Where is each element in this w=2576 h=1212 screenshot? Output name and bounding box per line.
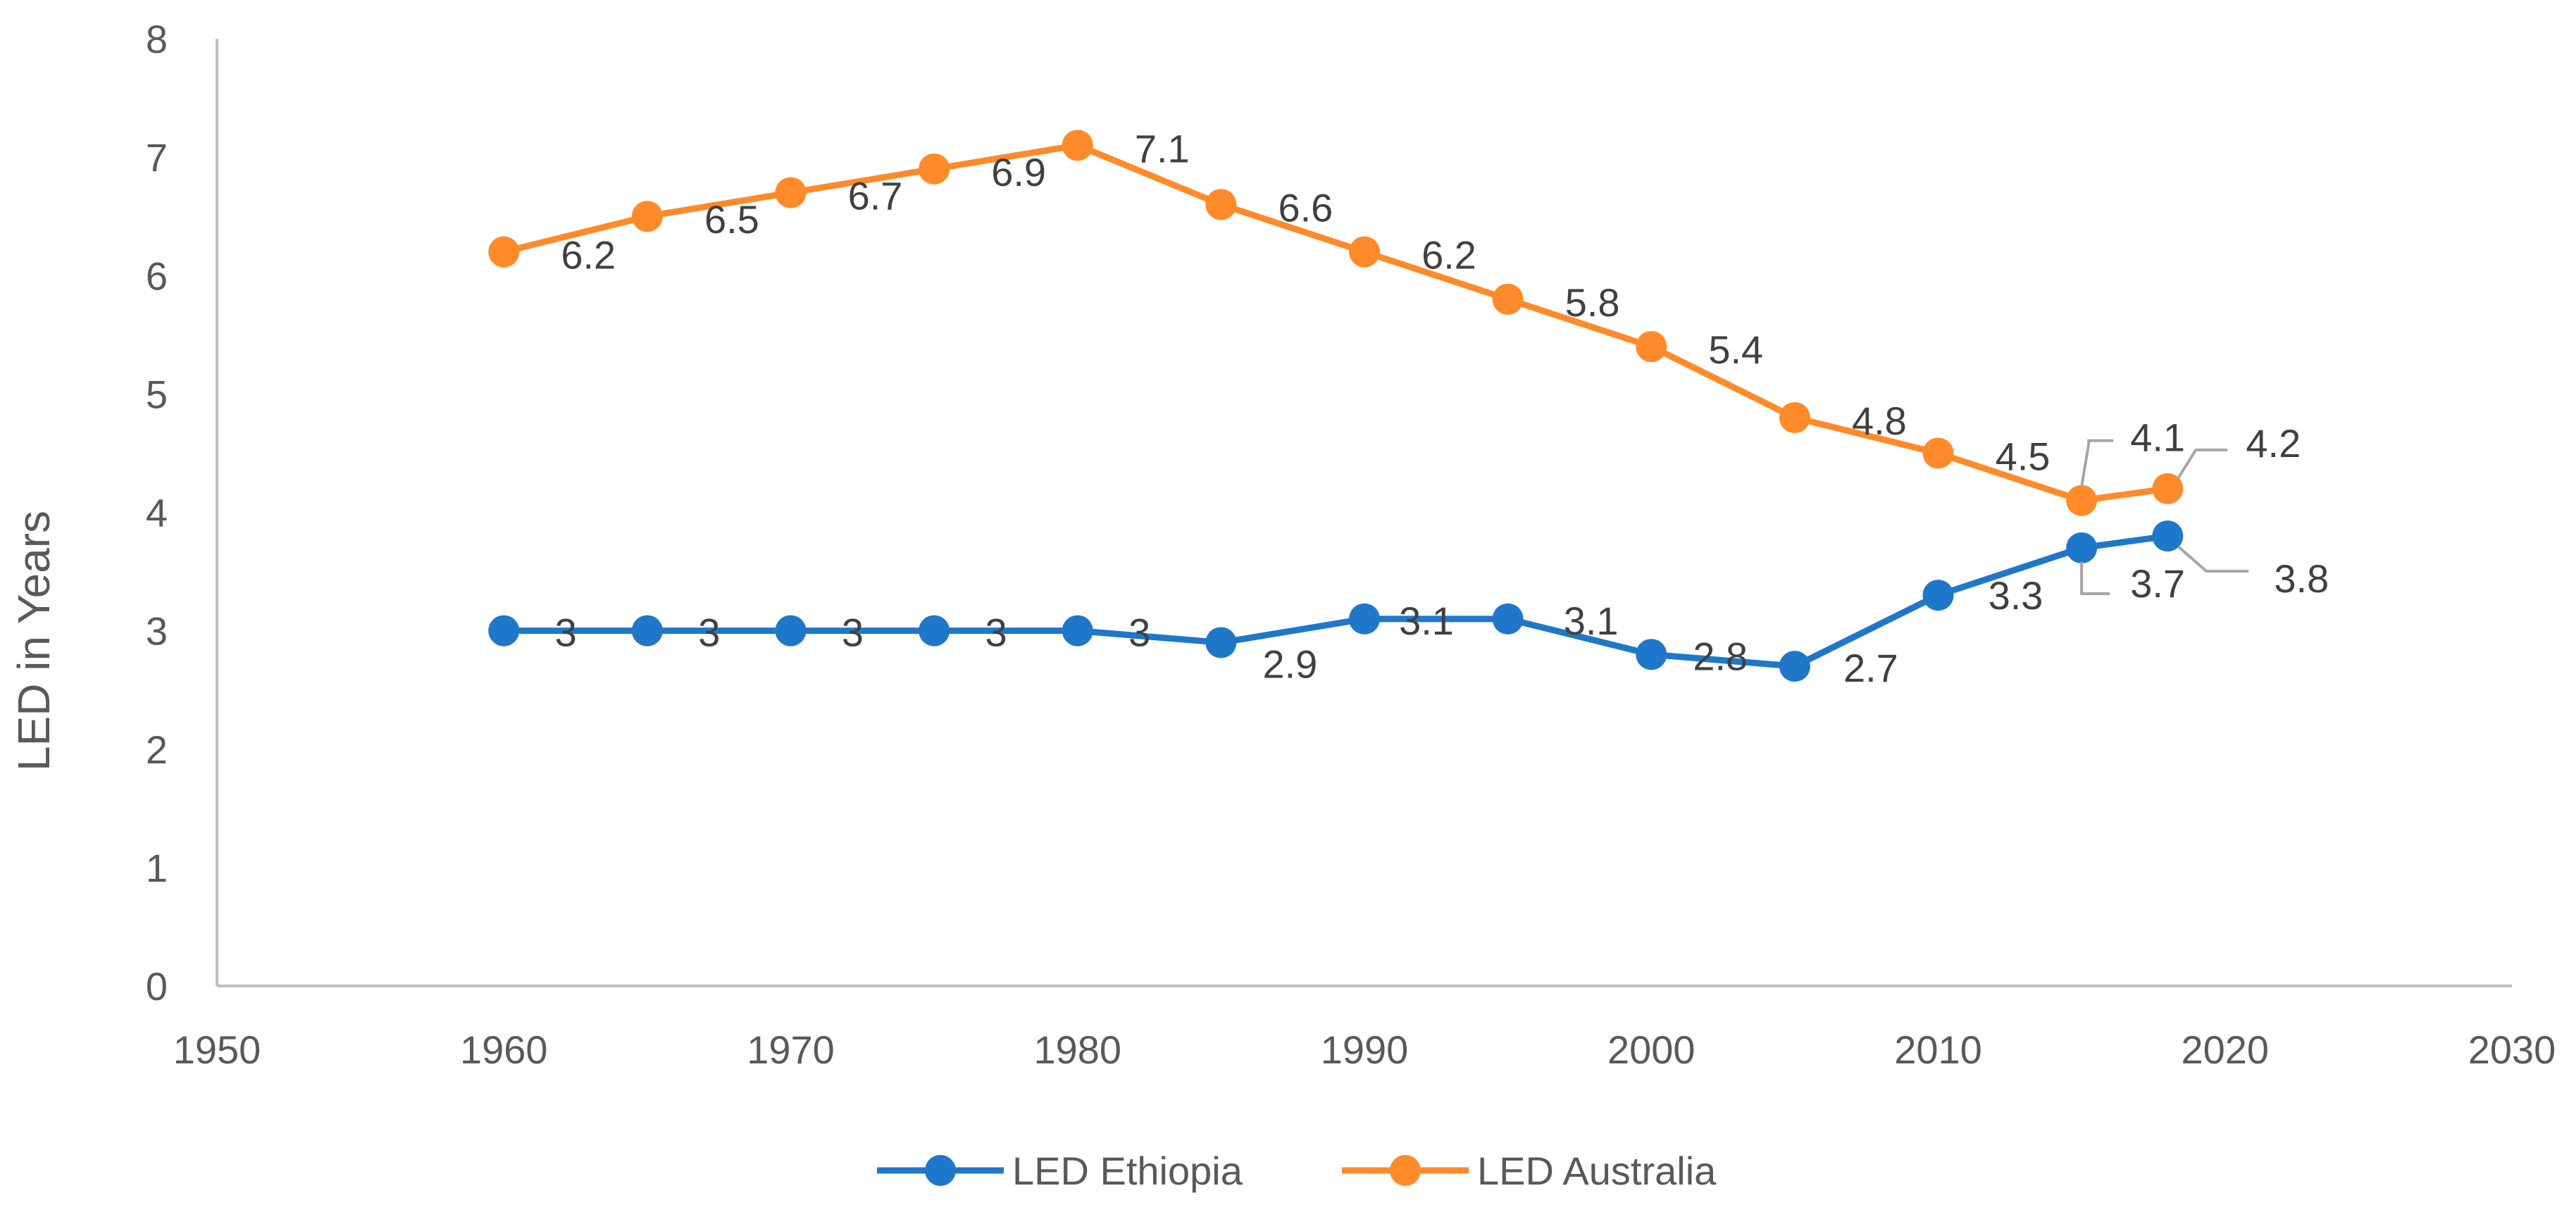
data-point-ethiopia — [919, 615, 950, 646]
leader-line — [2177, 448, 2228, 479]
data-label-australia: 4.1 — [2130, 416, 2185, 460]
data-label-australia: 5.8 — [1565, 280, 1620, 325]
x-tick-label: 1970 — [747, 1027, 835, 1072]
x-tick-label: 2000 — [1607, 1027, 1695, 1072]
leader-lines — [2080, 439, 2249, 595]
y-tick-label: 6 — [146, 254, 168, 298]
data-label-australia: 6.2 — [1421, 233, 1476, 277]
x-tick-label: 1950 — [173, 1027, 261, 1072]
data-label-ethiopia: 3 — [1128, 611, 1150, 655]
x-tick-label: 2020 — [2181, 1027, 2269, 1072]
y-tick-label: 0 — [146, 964, 168, 1008]
y-tick-label: 1 — [146, 846, 168, 890]
data-point-ethiopia — [775, 615, 807, 646]
data-point-australia — [1922, 437, 1954, 469]
legend-label-australia: LED Australia — [1477, 1149, 1717, 1193]
data-point-ethiopia — [1349, 603, 1380, 635]
data-label-australia: 6.5 — [704, 197, 759, 242]
data-label-ethiopia: 3 — [555, 611, 577, 655]
data-point-australia — [2066, 485, 2098, 516]
data-label-ethiopia: 3.1 — [1564, 599, 1619, 643]
data-point-ethiopia — [2066, 532, 2098, 563]
data-point-ethiopia — [1922, 580, 1954, 611]
data-label-australia: 5.4 — [1708, 327, 1763, 372]
series-markers — [488, 130, 2184, 682]
axes — [216, 39, 2512, 987]
series-line-ethiopia — [500, 532, 2171, 670]
data-point-australia — [488, 236, 520, 268]
legend-swatch-marker-australia — [1390, 1155, 1421, 1186]
y-tick-label: 7 — [146, 135, 168, 180]
tick-labels: 1950 1960 1970 1980 1990 2000 2010 2020 2030 0 1 2 3… — [146, 17, 2556, 1072]
data-label-australia: 6.2 — [561, 233, 616, 277]
leader-line — [2080, 561, 2110, 595]
data-point-ethiopia — [1205, 627, 1237, 658]
y-tick-label: 3 — [146, 609, 168, 654]
data-label-australia: 4.8 — [1852, 399, 1907, 443]
data-point-ethiopia — [488, 615, 520, 646]
data-point-australia — [1779, 402, 1810, 433]
legend-swatch-marker-ethiopia — [925, 1155, 956, 1186]
x-tick-label: 2010 — [1894, 1027, 1982, 1072]
data-label-ethiopia: 3 — [842, 611, 864, 655]
y-axis-label: LED in Years — [8, 511, 59, 771]
data-point-ethiopia — [2152, 520, 2184, 552]
y-tick-label: 4 — [146, 491, 168, 535]
data-label-ethiopia: 3 — [698, 611, 720, 655]
data-label-ethiopia: 2.9 — [1262, 642, 1317, 686]
x-tick-label: 1960 — [460, 1027, 548, 1072]
data-point-australia — [1205, 189, 1237, 220]
leader-line — [2177, 545, 2249, 573]
data-point-australia — [1492, 283, 1524, 315]
data-label-ethiopia: 3.7 — [2130, 561, 2185, 606]
data-label-australia: 6.9 — [991, 150, 1046, 194]
legend: LED Ethiopia LED Australia — [877, 1149, 1717, 1193]
data-point-ethiopia — [1636, 639, 1667, 670]
data-point-ethiopia — [1062, 615, 1093, 646]
x-tick-label: 1990 — [1321, 1027, 1409, 1072]
data-point-australia — [631, 201, 663, 232]
data-label-ethiopia: 2.8 — [1693, 634, 1748, 678]
data-label-ethiopia: 3.3 — [1989, 573, 2043, 618]
data-point-ethiopia — [1492, 603, 1524, 635]
data-label-australia: 4.5 — [1996, 434, 2051, 478]
data-point-australia — [775, 177, 807, 208]
leader-line — [2080, 439, 2114, 487]
data-label-ethiopia: 3.8 — [2274, 556, 2329, 601]
data-point-ethiopia — [631, 615, 663, 646]
data-label-ethiopia: 2.7 — [1843, 646, 1898, 690]
y-tick-label: 2 — [146, 727, 168, 772]
data-point-australia — [919, 153, 950, 185]
data-label-ethiopia: 3 — [985, 611, 1007, 655]
legend-label-ethiopia: LED Ethiopia — [1012, 1149, 1243, 1193]
data-point-ethiopia — [1779, 651, 1810, 682]
data-label-australia: 6.7 — [848, 174, 903, 218]
x-tick-label: 1980 — [1033, 1027, 1121, 1072]
data-label-australia: 6.6 — [1278, 185, 1333, 230]
data-point-australia — [1636, 331, 1667, 363]
y-tick-label: 5 — [146, 372, 168, 416]
data-point-australia — [1349, 236, 1380, 268]
x-tick-label: 2030 — [2468, 1027, 2556, 1072]
data-label-ethiopia: 3.1 — [1399, 599, 1454, 643]
data-labels: 3 3 3 3 3 2.9 3.1 3.1 2.8 2.7 3.3 3.7 3.8 6.2 6.5 6.7 6.… — [555, 126, 2329, 690]
y-tick-label: 8 — [146, 17, 168, 61]
data-label-australia: 7.1 — [1135, 126, 1190, 170]
data-point-australia — [2152, 473, 2184, 504]
data-point-australia — [1062, 130, 1093, 161]
data-label-australia: 4.2 — [2246, 421, 2301, 466]
